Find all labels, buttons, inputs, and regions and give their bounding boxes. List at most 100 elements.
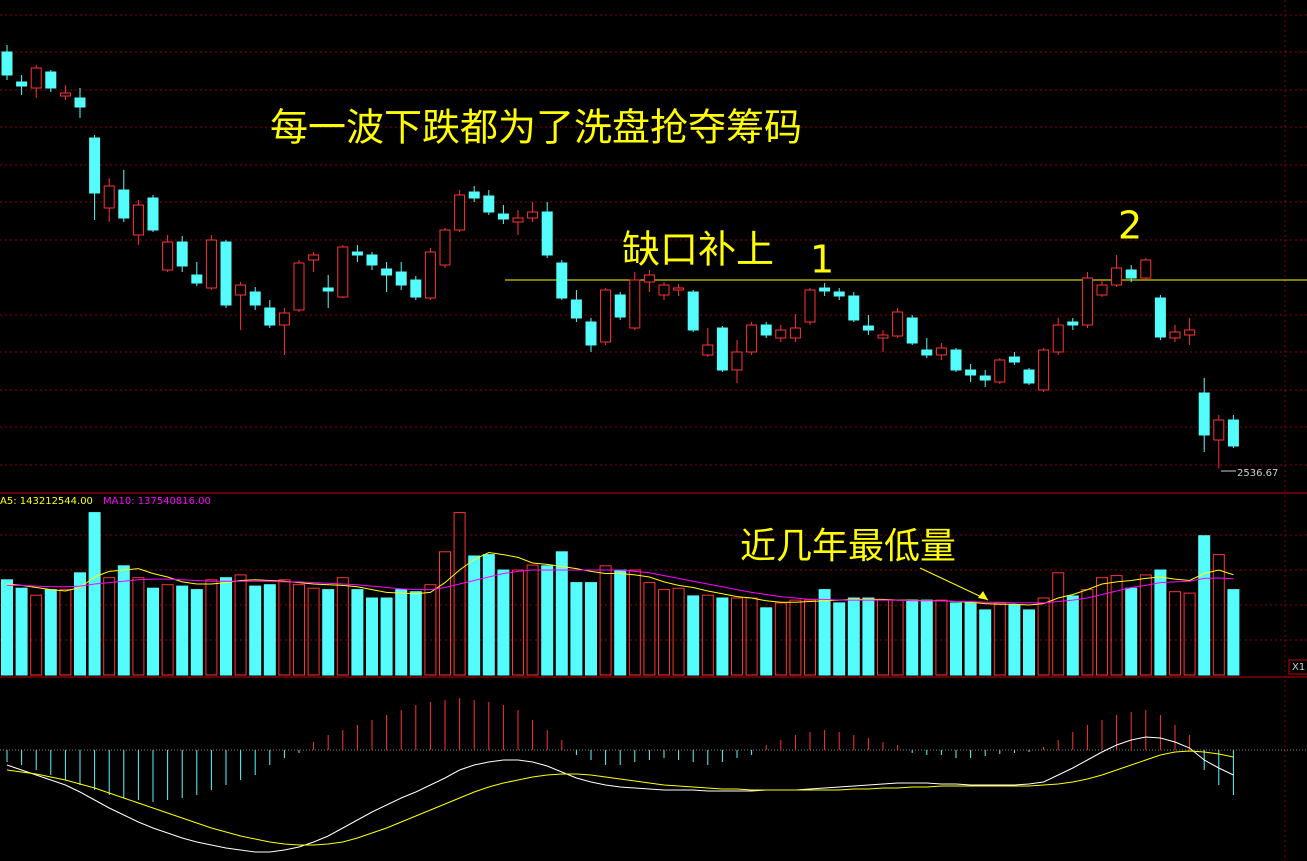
volume-bar bbox=[906, 599, 919, 676]
volume-bar bbox=[862, 597, 875, 676]
volume-bar bbox=[278, 579, 291, 676]
volume-bar bbox=[935, 599, 948, 676]
volume-bar bbox=[263, 584, 276, 676]
volume-bar bbox=[628, 569, 641, 676]
volume-bar bbox=[950, 602, 962, 676]
volume-bar bbox=[1227, 589, 1240, 676]
volume-bar bbox=[964, 602, 977, 676]
candle-body bbox=[1023, 369, 1035, 384]
volume-bar bbox=[920, 599, 933, 676]
volume-bar bbox=[1052, 572, 1065, 676]
candle-body bbox=[235, 284, 247, 296]
volume-bar bbox=[161, 584, 174, 676]
volume-bar bbox=[541, 565, 554, 676]
candle-body bbox=[103, 185, 115, 209]
candle-body bbox=[1, 51, 13, 76]
candle-body bbox=[264, 307, 276, 326]
volume-bar bbox=[1212, 554, 1225, 676]
candle-body bbox=[454, 194, 466, 231]
candle-body bbox=[833, 291, 845, 297]
candle-body bbox=[746, 324, 758, 353]
candle-body bbox=[1052, 324, 1064, 353]
volume-bar bbox=[658, 589, 670, 676]
candle-body bbox=[731, 351, 743, 371]
volume-bar bbox=[716, 597, 729, 676]
volume-bar bbox=[336, 577, 349, 676]
candle-body bbox=[760, 324, 772, 336]
volume-bar bbox=[1169, 591, 1181, 676]
macd-dea bbox=[6, 750, 1234, 846]
candle-body bbox=[804, 289, 816, 323]
candle-body bbox=[366, 254, 378, 266]
macd-dif bbox=[6, 736, 1234, 853]
candle-body bbox=[176, 241, 188, 267]
volume-bar bbox=[322, 589, 335, 676]
candle-body bbox=[541, 211, 553, 256]
volume-bar bbox=[570, 582, 583, 676]
volume-bar bbox=[366, 597, 378, 676]
candle-body bbox=[965, 369, 977, 376]
candle-body bbox=[1227, 419, 1239, 447]
volume-bar bbox=[774, 602, 787, 676]
candle-body bbox=[293, 262, 305, 311]
volume-bar bbox=[1008, 604, 1021, 676]
candle-body bbox=[979, 375, 991, 381]
candle-body bbox=[424, 251, 436, 299]
candle-body bbox=[30, 67, 42, 89]
volume-bar bbox=[395, 589, 408, 676]
annotation-arrow-head bbox=[978, 591, 988, 600]
volume-bar bbox=[497, 569, 510, 676]
volume-bar bbox=[30, 594, 43, 676]
annotation-arrow bbox=[919, 567, 989, 601]
volume-bar bbox=[15, 587, 28, 676]
candle-body bbox=[716, 327, 728, 371]
volume-bar bbox=[701, 594, 714, 676]
volume-bar bbox=[234, 574, 247, 676]
volume-bar bbox=[1198, 535, 1211, 676]
candle-body bbox=[45, 71, 57, 89]
candle-body bbox=[337, 246, 349, 298]
volume-bar bbox=[88, 512, 101, 676]
volume-bar bbox=[132, 577, 145, 676]
volume-bar bbox=[512, 569, 524, 676]
candle-body bbox=[74, 97, 86, 108]
candle-body bbox=[89, 137, 101, 194]
candle-body bbox=[1008, 356, 1020, 363]
volume-bar bbox=[307, 587, 320, 676]
volume-bar bbox=[1037, 597, 1050, 676]
volume-bar bbox=[205, 579, 218, 676]
volume-bar bbox=[847, 597, 860, 676]
volume-bar bbox=[614, 569, 627, 676]
candle-body bbox=[410, 279, 422, 298]
volume-bar bbox=[833, 602, 846, 676]
candle-body bbox=[118, 189, 130, 219]
volume-bar bbox=[424, 584, 437, 676]
volume-bar bbox=[526, 564, 539, 676]
candle-body bbox=[191, 274, 203, 284]
candle-body bbox=[512, 217, 524, 223]
candle-body bbox=[643, 274, 655, 283]
title: 每一波下跌都为了洗盘抢夺筹码 bbox=[270, 106, 802, 150]
volume-bar bbox=[293, 584, 305, 676]
volume-bar bbox=[1, 579, 13, 676]
candle-body bbox=[1067, 321, 1079, 326]
volume-bar bbox=[190, 589, 203, 676]
annotation: 缺口补上 bbox=[622, 228, 774, 272]
candle-body bbox=[308, 254, 320, 261]
volume-ma5 bbox=[6, 551, 1234, 606]
volume-bar bbox=[117, 565, 130, 676]
candle-body bbox=[570, 299, 582, 319]
volume-bar bbox=[44, 589, 57, 676]
candle-body bbox=[1081, 277, 1093, 326]
volume-bar bbox=[147, 587, 159, 676]
candle-body bbox=[848, 295, 860, 321]
volume-bar bbox=[1110, 575, 1123, 676]
candle-body bbox=[468, 191, 480, 199]
candle-body bbox=[789, 327, 801, 339]
volume-bar bbox=[804, 599, 816, 676]
volume-bar bbox=[672, 587, 685, 676]
candle-body bbox=[147, 197, 159, 231]
